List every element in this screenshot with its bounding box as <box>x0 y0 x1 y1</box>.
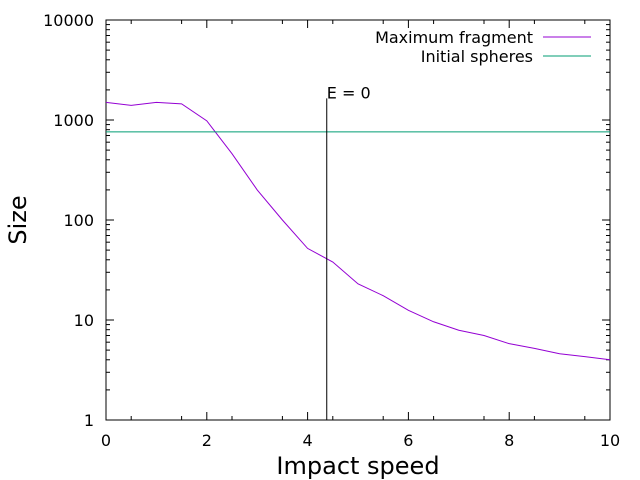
legend-label: Initial spheres <box>421 47 533 66</box>
y-tick-label: 1000 <box>53 111 94 130</box>
series-layer <box>105 101 611 361</box>
x-tick-labels: 0 2 4 6 8 10 <box>101 431 620 450</box>
x-tick-label: 6 <box>403 431 413 450</box>
series-line-maximum-fragment <box>105 101 611 361</box>
x-axis-title: Impact speed <box>276 452 439 480</box>
axis-ticks <box>105 19 611 421</box>
annotation-layer: E = 0 <box>326 83 371 420</box>
y-tick-label: 10 <box>74 311 94 330</box>
x-tick-label: 10 <box>600 431 620 450</box>
y-tick-labels: 1 10 100 1000 10000 <box>43 11 94 430</box>
y-tick-label: 10000 <box>43 11 94 30</box>
x-tick-label: 0 <box>101 431 111 450</box>
x-tick-label: 8 <box>504 431 514 450</box>
y-tick-label: 100 <box>63 211 94 230</box>
y-tick-label: 1 <box>84 411 94 430</box>
plot-frame <box>105 19 611 421</box>
annotation-label: E = 0 <box>327 83 371 102</box>
y-axis-title: Size <box>4 195 32 244</box>
x-tick-label: 4 <box>303 431 313 450</box>
x-tick-label: 2 <box>202 431 212 450</box>
legend-label: Maximum fragment <box>375 28 533 47</box>
